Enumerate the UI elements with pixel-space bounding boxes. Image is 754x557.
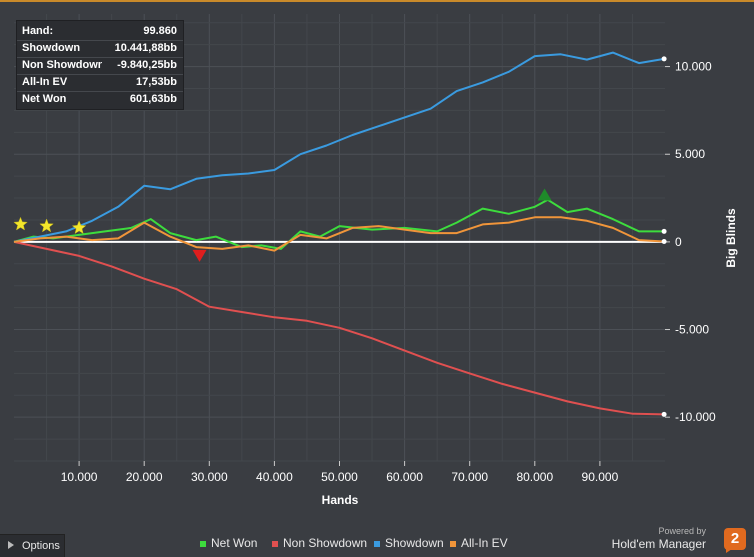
- tooltip-value: 601,63bb: [129, 93, 177, 105]
- y-axis-label: Big Blinds: [724, 208, 738, 268]
- play-triangle-icon: [8, 541, 14, 549]
- options-button[interactable]: Options: [0, 534, 65, 557]
- branding: Powered by Hold'em Manager 2: [606, 524, 746, 554]
- x-tick-label: 70.000: [451, 470, 488, 484]
- x-tick-label: 40.000: [256, 470, 293, 484]
- legend-swatch: [200, 540, 206, 547]
- tooltip-divider: [17, 91, 183, 92]
- tooltip-row-net-won: Net Won 601,63bb: [22, 91, 177, 108]
- tooltip-row-hand: Hand: 99.860: [22, 23, 177, 40]
- series-line-all-in-ev[interactable]: [13, 216, 665, 252]
- hm2-logo-icon: 2: [724, 528, 746, 553]
- x-tick-label: 30.000: [191, 470, 228, 484]
- tooltip-label: Non Showdown: [22, 59, 102, 71]
- y-ticks: 10.000 5.000 0 -5.000 -10.000: [665, 60, 716, 424]
- tooltip-label: All-In EV: [22, 76, 68, 88]
- legend-swatch: [450, 540, 456, 547]
- star-marker[interactable]: [39, 218, 54, 233]
- tooltip-row-non-showdown: Non Showdown -9.840,25bb: [22, 57, 177, 74]
- legend-label: Net Won: [211, 536, 258, 550]
- series-line-non-showdown[interactable]: [13, 240, 665, 416]
- legend-swatch: [374, 540, 380, 547]
- x-axis-label: Hands: [322, 493, 359, 507]
- series-endpoint-all-in-ev: [661, 239, 667, 245]
- tooltip-row-all-in-ev: All-In EV 17,53bb: [22, 74, 177, 91]
- legend-item-net-won[interactable]: Net Won: [200, 536, 257, 550]
- legend-label: Non Showdown: [283, 536, 368, 550]
- series-endpoint-non-showdown: [661, 411, 667, 417]
- series-line-showdown[interactable]: [13, 51, 665, 243]
- tooltip-divider: [17, 57, 183, 58]
- powered-by-text: Powered by: [658, 526, 706, 536]
- x-ticks: 10.000 20.000 30.000 40.000 50.000 60.000 70.0…: [61, 461, 619, 484]
- brand-name: Hold'em Manager: [611, 537, 706, 551]
- y-tick-label: 0: [675, 235, 682, 249]
- series-endpoint-net-won: [661, 228, 667, 234]
- series-group: [13, 51, 667, 417]
- tooltip-label: Net Won: [22, 93, 67, 105]
- tooltip-label: Hand:: [22, 25, 54, 37]
- tooltip-value: 17,53bb: [136, 76, 177, 88]
- tooltip-value: 10.441,88bb: [114, 42, 177, 54]
- legend-swatch: [272, 540, 278, 547]
- legend-item-all-in-ev[interactable]: All-In EV: [450, 536, 508, 550]
- triangle-up-marker[interactable]: [537, 188, 552, 201]
- triangle-down-marker[interactable]: [192, 249, 207, 262]
- x-tick-label: 50.000: [321, 470, 358, 484]
- hover-tooltip: Hand: 99.860 Showdown 10.441,88bb Non Sh…: [16, 20, 184, 110]
- x-tick-label: 10.000: [61, 470, 98, 484]
- legend-label: All-In EV: [461, 536, 508, 550]
- tooltip-divider: [17, 40, 183, 41]
- y-tick-label: -5.000: [675, 323, 709, 337]
- x-tick-label: 20.000: [126, 470, 163, 484]
- options-label: Options: [22, 540, 60, 552]
- y-tick-label: 5.000: [675, 147, 705, 161]
- tooltip-value: -9.840,25bb: [117, 59, 177, 71]
- x-tick-label: 80.000: [516, 470, 553, 484]
- x-tick-label: 90.000: [582, 470, 619, 484]
- star-marker[interactable]: [13, 216, 28, 231]
- series-endpoint-showdown: [661, 56, 667, 62]
- tooltip-row-showdown: Showdown 10.441,88bb: [22, 40, 177, 57]
- y-tick-label: 10.000: [675, 60, 712, 74]
- tooltip-divider: [17, 74, 183, 75]
- markers-group: [13, 188, 552, 262]
- legend-item-showdown[interactable]: Showdown: [374, 536, 444, 550]
- star-marker[interactable]: [71, 220, 87, 235]
- tooltip-label: Showdown: [22, 42, 81, 54]
- tooltip-value: 99.860: [143, 25, 177, 37]
- window-top-border: [0, 0, 754, 2]
- legend-label: Showdown: [385, 536, 444, 550]
- legend-item-non-showdown[interactable]: Non Showdown: [272, 536, 367, 550]
- x-tick-label: 60.000: [386, 470, 423, 484]
- y-tick-label: -10.000: [675, 410, 716, 424]
